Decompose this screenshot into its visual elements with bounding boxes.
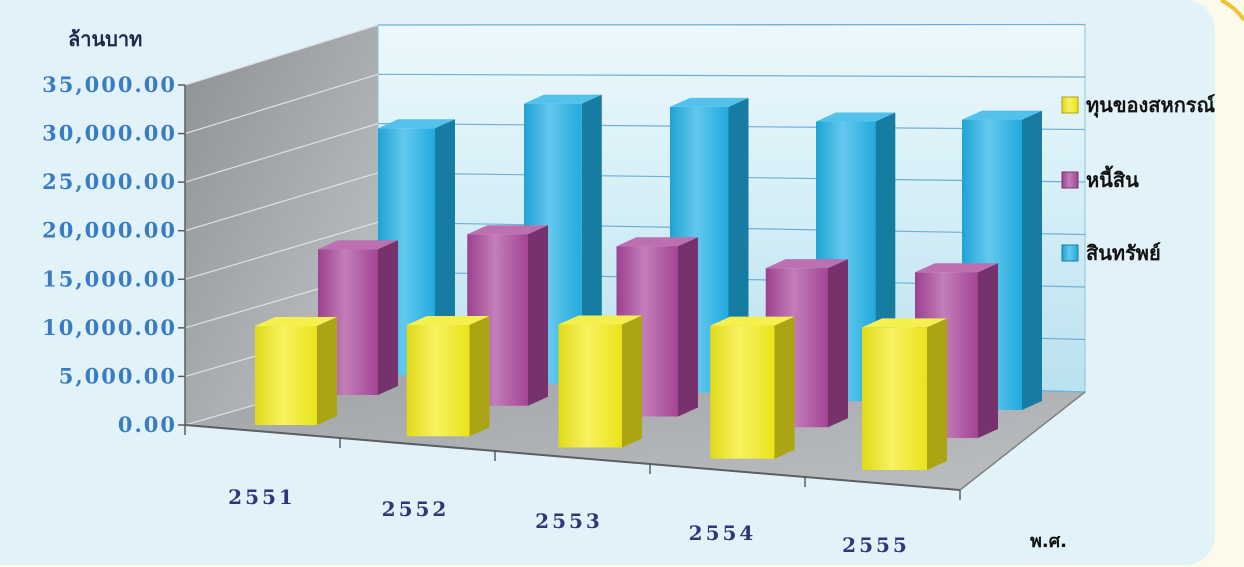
bar-series0-cat0 (255, 317, 337, 425)
x-tick-label: 2553 (535, 509, 603, 533)
bar-top-face (318, 240, 398, 250)
bar-front-face (862, 327, 927, 470)
bar-top-face (765, 259, 848, 269)
y-tick-label: 15,000.00 (42, 266, 177, 291)
gridline-left-wall (184, 73, 379, 135)
bar-side-face (1022, 110, 1042, 410)
gridline-left-wall (184, 221, 379, 280)
bar-top-face (862, 318, 947, 328)
legend-label: หนี้สิน (1086, 165, 1139, 192)
x-tick-label: 2554 (689, 521, 757, 545)
y-axis-unit-label: ล้านบาท (68, 27, 142, 51)
floor-right-edge (959, 391, 1086, 491)
legend-swatch (1061, 96, 1079, 114)
gridline-back-wall (377, 73, 1086, 78)
gridline-back-wall (377, 23, 1086, 26)
x-axis-label: พ.ศ. (1030, 531, 1067, 552)
bar-side-face (317, 317, 337, 425)
legend-label: สินทรัพย์ (1086, 241, 1161, 265)
legend-item: หนี้สิน (1061, 165, 1139, 192)
bar-front-face (255, 326, 317, 425)
bar-top-face (406, 316, 490, 325)
x-axis-line (184, 424, 961, 491)
bar-side-face (469, 316, 490, 437)
legend: ทุนของสหกรณ์หนี้สินสินทรัพย์ (1061, 93, 1216, 265)
bar-side-face (927, 318, 947, 470)
bar-side-face (828, 259, 848, 428)
bar-top-face (915, 263, 998, 273)
bar-top-face (255, 317, 337, 326)
bar-top-face (962, 110, 1042, 120)
bar-side-face (435, 119, 455, 375)
bar-top-face (467, 225, 548, 235)
bar-top-face (378, 119, 455, 129)
bar-side-face (774, 316, 795, 459)
bar-side-face (978, 263, 998, 438)
y-tick-label: 0.00 (118, 412, 177, 437)
legend-item: ทุนของสหกรณ์ (1061, 93, 1216, 118)
legend-swatch (1061, 171, 1079, 189)
bar-series0-cat4 (862, 318, 947, 470)
x-tick-label: 2551 (228, 485, 296, 509)
y-tick-label: 5,000.00 (59, 363, 177, 388)
bar-top-face (616, 237, 698, 247)
bar-top-face (524, 94, 602, 104)
legend-swatch (1061, 244, 1079, 262)
bar-side-face (378, 240, 398, 395)
bar-side-face (581, 94, 602, 384)
legend-label: ทุนของสหกรณ์ (1086, 93, 1216, 118)
gridline-left-wall (184, 172, 379, 232)
bar-side-face (678, 237, 698, 417)
bar-front-face (558, 324, 622, 448)
bar-side-face (528, 225, 548, 406)
bar-top-face (670, 97, 749, 107)
x-axis: 2551 2552 2553 2554 2555 (184, 391, 1086, 557)
bars (255, 94, 1042, 470)
bar-side-face (622, 315, 642, 448)
corner-accent (1220, 0, 1244, 22)
gridline-left-wall (184, 24, 379, 86)
y-tick-label: 25,000.00 (42, 169, 177, 194)
y-tick-label: 20,000.00 (42, 218, 177, 243)
bar-front-face (406, 325, 470, 437)
y-tick-label: 30,000.00 (42, 121, 177, 146)
y-axis: 0.00 5,000.00 10,000.00 15,000.00 20,000.00 2… (42, 72, 186, 437)
bar-series0-cat2 (558, 315, 642, 448)
bar-series0-cat1 (406, 316, 490, 437)
bar-top-face (710, 316, 795, 326)
y-tick-label: 10,000.00 (42, 315, 177, 340)
bar-top-face (558, 315, 642, 325)
bar-top-face (816, 112, 896, 122)
bar-series0-cat3 (710, 316, 795, 459)
x-tick-label: 2552 (382, 497, 450, 521)
gridline-left-wall (184, 123, 379, 183)
x-tick-label: 2555 (842, 533, 910, 557)
y-tick-label: 35,000.00 (42, 72, 177, 97)
legend-item: สินทรัพย์ (1061, 241, 1161, 265)
bar-front-face (710, 325, 775, 459)
